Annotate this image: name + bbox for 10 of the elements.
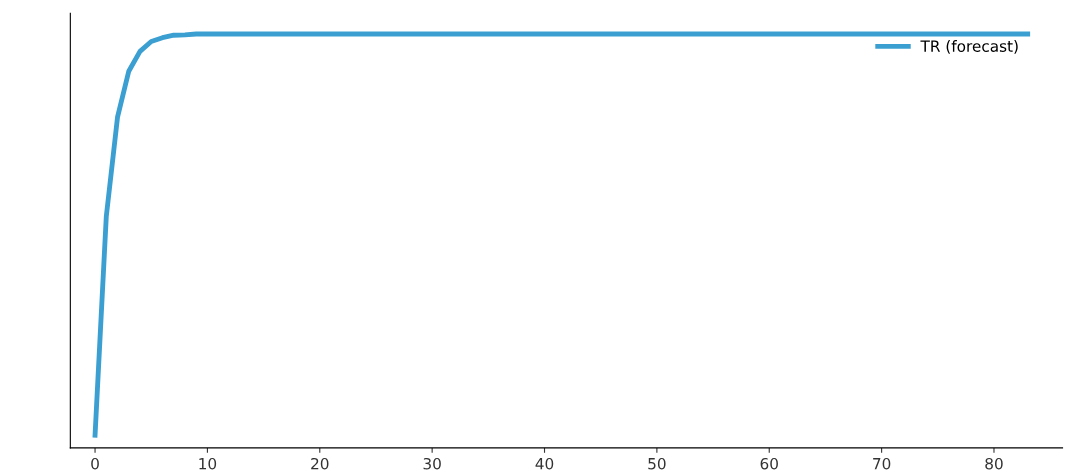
x-tick-label: 20 — [311, 457, 329, 470]
x-tick-label: 40 — [535, 457, 554, 470]
legend-label: TR (forecast) — [920, 40, 1018, 54]
x-tick-label: 50 — [648, 457, 666, 470]
x-tick-label: 80 — [985, 457, 1003, 470]
x-tick-label: 30 — [423, 457, 441, 470]
x-tick-label: 0 — [91, 457, 99, 470]
x-tick-label: 60 — [760, 457, 778, 470]
x-tick-label: 10 — [199, 457, 217, 470]
x-tick-label: 70 — [873, 457, 891, 470]
